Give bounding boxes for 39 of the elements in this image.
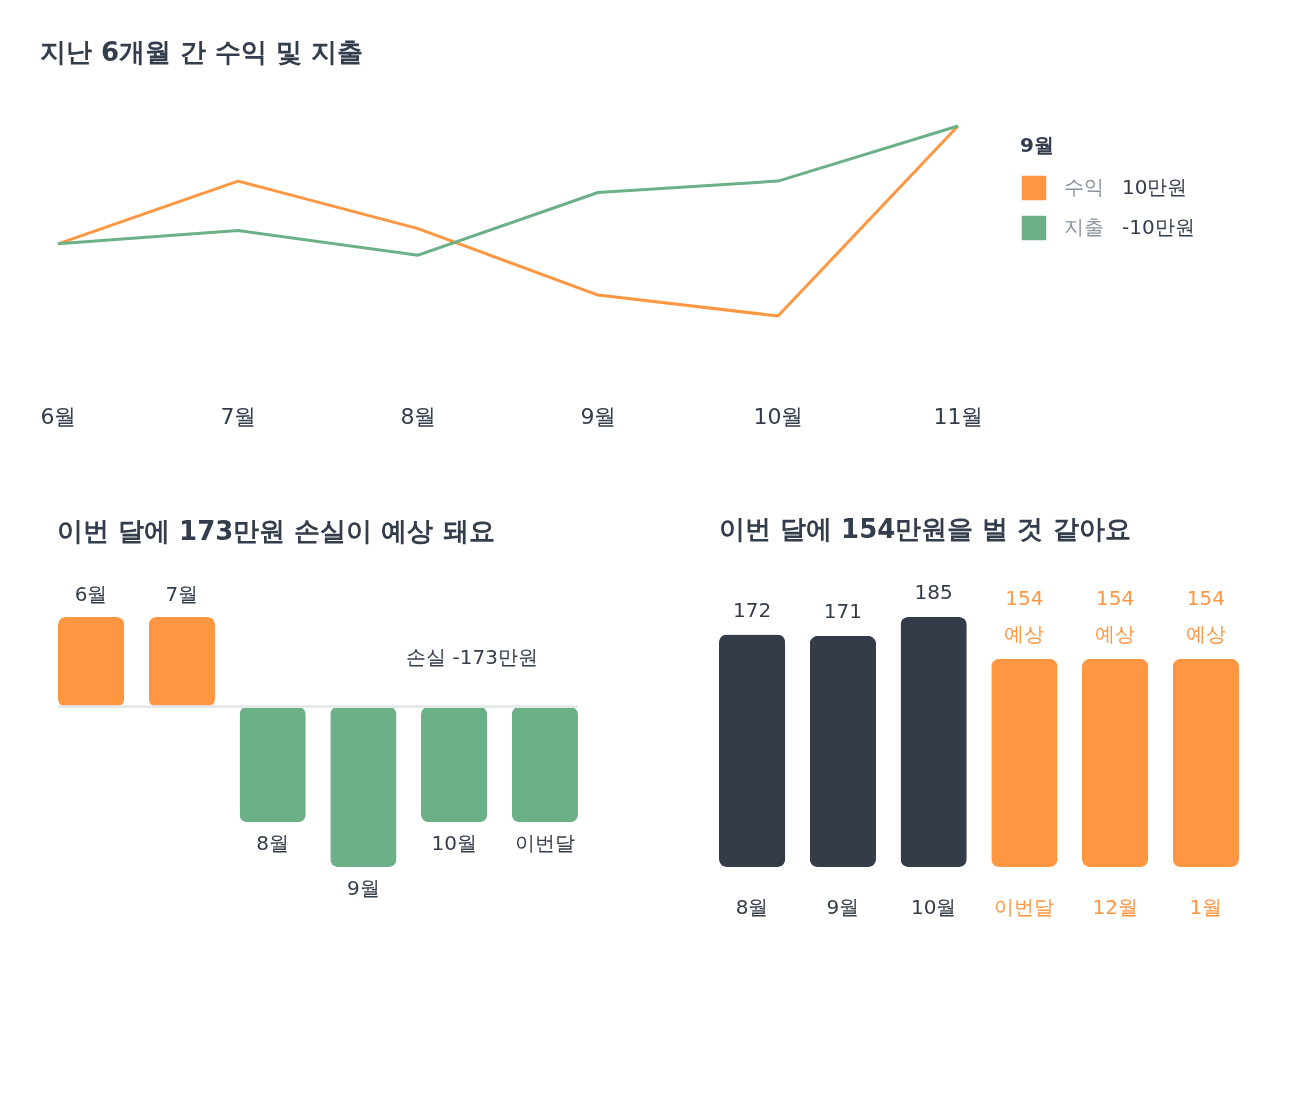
x-tick-label: 8월 [400, 403, 437, 429]
category-label: 7월 [165, 582, 199, 606]
bar [991, 658, 1058, 867]
data-label: 171 [823, 598, 862, 623]
x-tick-label: 1월 [1189, 894, 1223, 919]
text: 154 예상 [1004, 585, 1045, 646]
x-tick-label: 이번달 [994, 894, 1055, 919]
data-label: 172 [733, 597, 772, 622]
x-tick-label: 7월 [220, 403, 257, 429]
text: -10만원 [1122, 215, 1195, 239]
x-tick-label: 12월 [1092, 894, 1138, 919]
category-label: 이번달 [514, 831, 575, 856]
chart-title: 지난 6개월 간 수익 및 지출 [40, 37, 364, 67]
x-tick-label: 11월 [933, 403, 984, 429]
x-tick-label: 10월 [753, 403, 804, 429]
legend-label: 지출 [1064, 215, 1104, 239]
legend-label: 수익 [1064, 175, 1104, 199]
bar [1082, 658, 1149, 867]
category-label: 8월 [256, 831, 289, 856]
chart-title: 이번 달에 173만원 손실이 예상 돼요 [57, 516, 495, 546]
x-tick-label: 10월 [910, 894, 957, 919]
bar [1172, 658, 1239, 867]
x-tick-label: 9월 [580, 403, 617, 429]
annotation: 손실 -173만원 [406, 645, 538, 669]
chart-title: 이번 달에 154만원을 벌 것 같아요 [719, 514, 1131, 544]
text: 154 예상 [1185, 585, 1226, 646]
x-tick-label: 9월 [826, 894, 860, 919]
category-label: 6월 [74, 582, 108, 606]
bar [900, 617, 967, 867]
category-label: 9월 [347, 876, 380, 900]
x-tick-label: 8월 [735, 894, 769, 919]
annotation: 9월 [1020, 133, 1054, 157]
data-label: 185 [914, 580, 953, 604]
bar [719, 634, 786, 867]
text: 10만원 [1122, 175, 1188, 199]
category-label: 10월 [431, 831, 477, 856]
text: 154 예상 [1095, 585, 1136, 646]
bar [809, 635, 876, 867]
x-tick-label: 6월 [40, 403, 77, 429]
